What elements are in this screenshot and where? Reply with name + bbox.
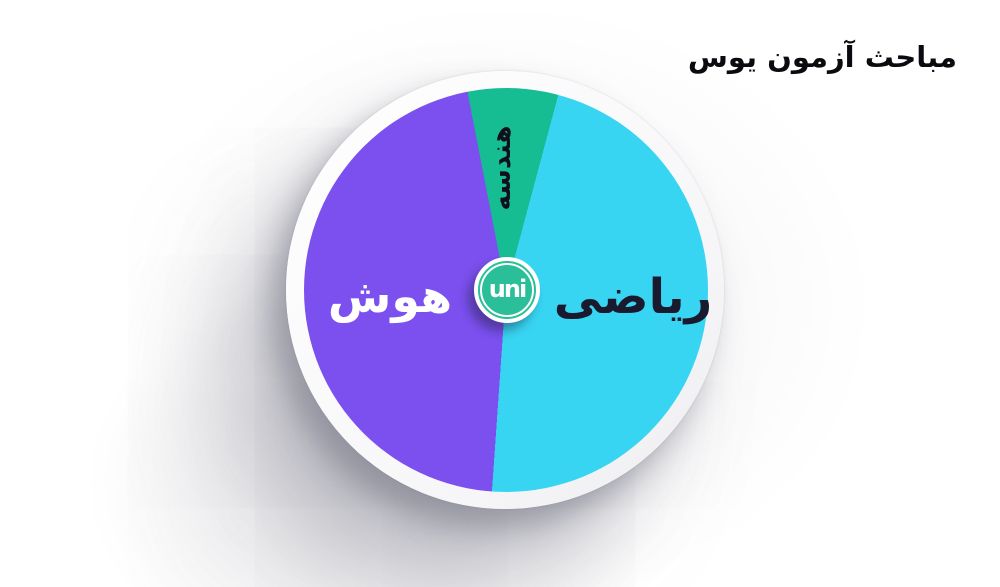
- pie-plate: ریاضی هوش هندسه uni: [286, 71, 724, 509]
- badge-inner-ring-icon: [480, 263, 534, 317]
- slice-label-iq: هوش: [327, 269, 453, 323]
- slice-label-math: ریاضی: [553, 269, 713, 325]
- slice-label-geometry: هندسه: [487, 125, 517, 211]
- uni-logo-icon: uni: [488, 274, 527, 303]
- center-logo-badge: uni: [474, 257, 540, 323]
- page-title: مباحث آزمون یوس: [687, 40, 957, 74]
- pie-chart[interactable]: ریاضی هوش هندسه uni: [304, 88, 712, 492]
